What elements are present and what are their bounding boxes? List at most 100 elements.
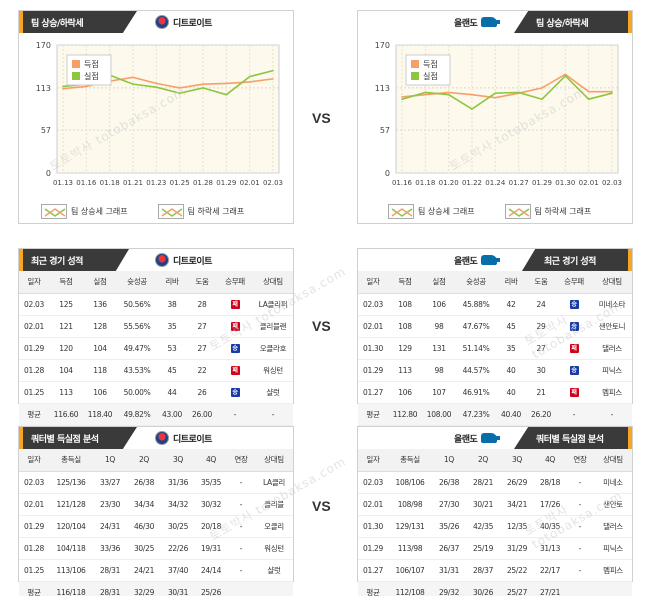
data-point [424,91,427,94]
table-cell: 35/35 [195,471,227,494]
table-cell: 승 [556,359,592,382]
recent-team-left-name: 디트로이트 [173,256,212,267]
table-cell: 45 [157,359,187,382]
average-cell: 116/118 [49,581,93,596]
table-cell: 패 [556,337,592,360]
pistons-logo-icon [155,253,169,267]
column-header: 슛성공 [117,271,157,294]
table-cell: 01.25 [19,381,49,404]
legend-swatch [72,72,80,80]
data-point [202,87,204,89]
x-tick-label: 01.16 [76,179,97,187]
table-row: 01.29 113 98 44.57% 40 30 승 피닉스 [358,359,632,382]
table-cell: 120/104 [49,515,93,538]
data-point [62,85,64,88]
table-cell: 108/106 [388,471,432,494]
table-cell: 106 [83,381,117,404]
table-cell: 30/21 [466,493,500,516]
table-cell: LA클리퍼 [253,293,293,316]
x-tick-label: 01.25 [170,179,190,187]
table-cell: 31/36 [161,471,195,494]
table-row: 01.27 106/107 31/31 28/37 25/22 22/17- 멤피스 [358,559,632,582]
table-row: 01.30 129 131 51.14% 35 27 패 댈러스 [358,337,632,360]
chart-header-left: 팀 상승/하락세 [19,11,137,33]
table-cell: 22/17 [534,559,566,582]
table-cell: 35 [496,337,526,360]
loss-badge: 패 [569,344,579,353]
data-point [587,98,590,101]
table-cell: LA클리 [255,471,293,494]
table-row: 01.27 106 107 46.91% 40 21 패 멤피스 [358,381,632,404]
table-cell: - [566,493,594,516]
average-cell: 29/32 [432,581,466,596]
quarter-team-right-name: 올랜도 [454,434,478,445]
column-header: 총득실 [388,449,432,472]
table-row: 01.28 104 118 43.53% 45 22 패 워싱턴 [19,359,293,382]
y-tick-label: 170 [375,41,390,50]
table-cell: 클리블랜 [253,315,293,338]
table-cell: 28/37 [466,559,500,582]
data-point [202,83,204,85]
legend-series-label: 실점 [423,71,438,81]
table-row: 02.01 121 128 55.56% 35 27 패 클리블랜 [19,315,293,338]
column-header: 슛성공 [456,271,496,294]
table-cell: 승 [556,293,592,316]
table-cell: 28 [187,293,217,316]
x-tick-label: 02.03 [602,179,622,187]
data-point [401,98,403,101]
average-cell [594,581,632,596]
data-point [471,93,473,96]
table-cell: 01.28 [19,537,49,560]
legend-down-label-right: 팀 하락세 그래프 [534,207,592,216]
table-cell: 31/31 [432,559,466,582]
series-line-1 [401,74,613,110]
table-cell: 107 [422,381,456,404]
table-cell: 108 [388,293,422,316]
data-point [494,92,497,94]
average-cell: 25/27 [500,581,534,596]
column-header: 일자 [19,449,49,472]
column-header: 연장 [227,449,255,472]
table-cell: 21 [526,381,556,404]
table-cell: 02.01 [19,315,49,338]
table-cell: 샌안토 [594,493,632,516]
table-cell: 33/27 [93,471,127,494]
table-cell: 30 [526,359,556,382]
average-cell: 40.40 [496,403,526,426]
data-point [564,73,567,76]
quarter-team-left-name: 디트로이트 [173,434,212,445]
quarter-header-right-label: 쿼터별 득실점 분석 [536,434,604,445]
table-cell: 34/32 [161,493,195,516]
x-tick-label: 01.20 [439,179,459,187]
table-cell: 106 [422,293,456,316]
table-header-row: 일자 득점 실점 슛성공 리바 도움 승무패 상대팀 [19,271,293,294]
table-cell: 28/31 [93,559,127,582]
table-cell: 44 [157,381,187,404]
table-cell: 02.03 [19,293,49,316]
trend-down-swatch-icon [157,204,184,219]
column-header: 상대팀 [255,449,293,472]
table-cell: 22/26 [161,537,195,560]
table-cell: 28/21 [466,471,500,494]
loss-badge: 패 [230,322,240,331]
x-tick-label: 01.28 [193,179,213,187]
recent-team-right-name: 올랜도 [454,256,478,267]
table-cell: 패 [556,381,592,404]
data-point [517,91,520,94]
table-cell: 샬럿 [253,381,293,404]
table-cell: 98 [422,315,456,338]
table-row: 02.01 108 98 47.67% 45 29 승 샌안토니 [358,315,632,338]
column-header: 승무패 [556,271,592,294]
data-point [471,108,473,110]
data-point [447,91,450,94]
table-cell: 45 [496,315,526,338]
average-cell: 25/26 [195,581,227,596]
trend-down-swatch-icon [504,204,531,219]
y-tick-label: 170 [36,41,51,50]
column-header: 연장 [566,449,594,472]
recent-panel-right: 올랜도 최근 경기 성적 일자 득점 실점 슛성공 리바 도움 승무패 상대팀 02.03 108… [357,248,633,426]
data-point [132,76,134,79]
table-cell: 129 [388,337,422,360]
column-header: 총득실 [49,449,93,472]
